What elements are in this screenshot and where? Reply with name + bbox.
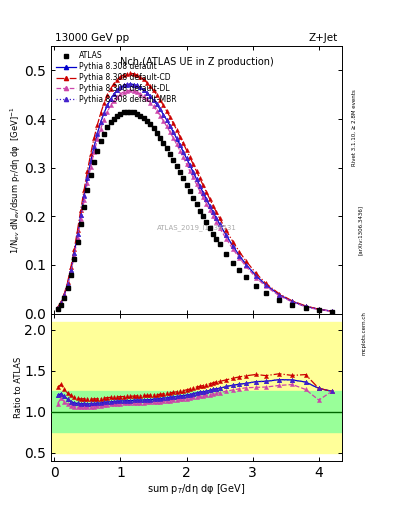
Bar: [51, 391, 342, 432]
Text: mcplots.cern.ch: mcplots.cern.ch: [362, 311, 367, 355]
Text: ATLAS_2019_I1736531: ATLAS_2019_I1736531: [156, 225, 237, 231]
Text: Nch (ATLAS UE in Z production): Nch (ATLAS UE in Z production): [119, 57, 274, 67]
Text: Z+Jet: Z+Jet: [309, 33, 338, 44]
Bar: [51, 322, 342, 453]
Y-axis label: Ratio to ATLAS: Ratio to ATLAS: [14, 356, 23, 418]
Y-axis label: 1/N$_{ev}$ dN$_{ev}$/dsum p$_T$/dη dφ  [GeV]$^{-1}$: 1/N$_{ev}$ dN$_{ev}$/dsum p$_T$/dη dφ [G…: [8, 106, 23, 253]
Text: [arXiv:1306.3436]: [arXiv:1306.3436]: [358, 205, 363, 255]
Legend: ATLAS, Pythia 8.308 default, Pythia 8.308 default-CD, Pythia 8.308 default-DL, P: ATLAS, Pythia 8.308 default, Pythia 8.30…: [55, 50, 178, 105]
Text: 13000 GeV pp: 13000 GeV pp: [55, 33, 129, 44]
Text: Rivet 3.1.10, ≥ 2.8M events: Rivet 3.1.10, ≥ 2.8M events: [352, 90, 357, 166]
X-axis label: sum p$_T$/dη dφ [GeV]: sum p$_T$/dη dφ [GeV]: [147, 482, 246, 497]
